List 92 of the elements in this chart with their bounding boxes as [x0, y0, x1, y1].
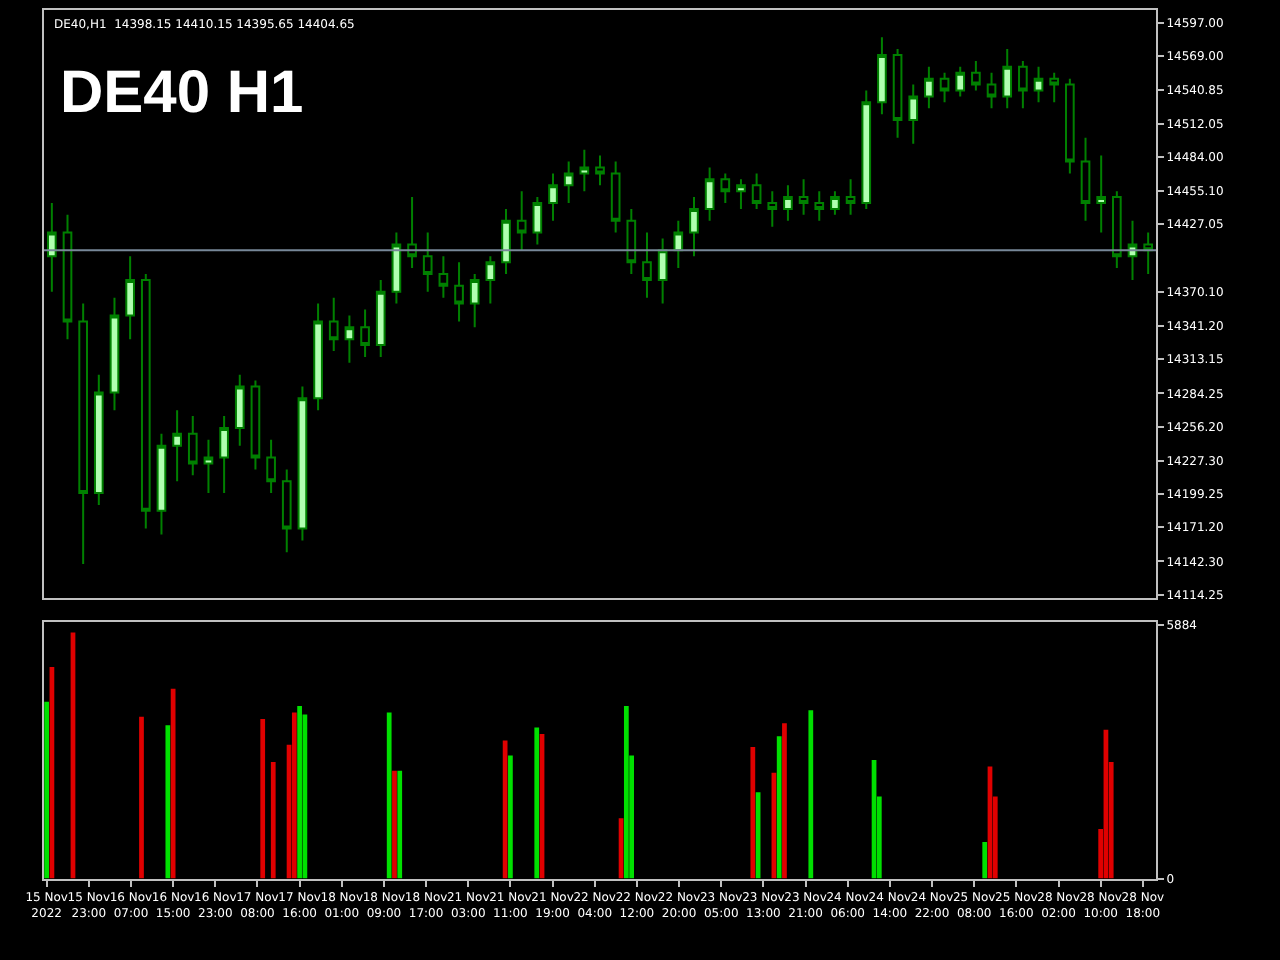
candlestick [93, 373, 104, 506]
candlestick [845, 178, 856, 216]
candlestick [908, 83, 919, 145]
candlestick [642, 231, 652, 299]
candlestick [924, 65, 934, 110]
candlestick [971, 59, 981, 92]
candlestick [78, 302, 88, 566]
candlestick [783, 184, 793, 222]
candlestick [281, 468, 292, 554]
bar [392, 770, 397, 879]
candlestick [1080, 136, 1091, 222]
bar [982, 841, 988, 879]
candlestick [375, 278, 386, 358]
candlestick [595, 154, 605, 187]
candlestick [438, 255, 449, 299]
bar [260, 718, 266, 879]
bar [397, 770, 403, 879]
candlestick [1002, 48, 1013, 110]
candlestick [673, 219, 684, 270]
candlestick [563, 160, 574, 204]
candlestick [751, 172, 762, 210]
candlestick [579, 148, 590, 193]
candlestick [485, 255, 496, 305]
candlestick [986, 71, 997, 110]
candlestick [187, 415, 198, 477]
candlestick [830, 190, 840, 216]
candlestick [892, 48, 903, 139]
bar [291, 712, 297, 879]
candlestick [798, 178, 809, 216]
candlestick [328, 296, 339, 352]
candlestick [454, 261, 464, 323]
candlestick [360, 308, 370, 358]
candlestick [266, 438, 276, 495]
candlestick [297, 385, 308, 542]
bar [776, 736, 782, 879]
candlestick [516, 190, 527, 252]
candlestick [47, 201, 57, 293]
candlestick [704, 166, 715, 222]
candlestick [250, 379, 261, 471]
candlestick [610, 160, 621, 234]
candlestick [736, 178, 746, 210]
bar [270, 762, 276, 879]
candlestick [955, 65, 966, 98]
bar [170, 688, 176, 879]
candlestick [689, 196, 699, 258]
candlestick [1112, 190, 1122, 270]
candlestick [313, 302, 323, 412]
candlestick [532, 196, 543, 246]
candlestick [140, 273, 151, 530]
candlestick [548, 172, 558, 222]
bar [139, 716, 144, 879]
bar [165, 725, 171, 879]
candlestick [657, 237, 668, 305]
candlestick [407, 196, 417, 270]
bar [508, 755, 513, 879]
candlestick [391, 231, 402, 305]
candlestick [109, 296, 120, 412]
bar [750, 746, 756, 879]
candlestick [156, 432, 167, 536]
bar [623, 705, 629, 879]
candlestick [234, 373, 245, 447]
bar [782, 723, 787, 879]
bar [44, 701, 49, 879]
candlestick [877, 36, 887, 116]
candlestick [172, 409, 182, 483]
candlestick [219, 415, 229, 495]
bar [297, 705, 302, 879]
candlestick [1096, 154, 1107, 234]
candlestick [469, 273, 480, 329]
candlestick [720, 172, 731, 204]
candlestick [861, 89, 872, 210]
bar [386, 712, 392, 879]
candlestick [422, 231, 433, 293]
candlestick [125, 255, 135, 341]
bar [808, 710, 814, 879]
bar [502, 740, 508, 879]
candlestick [501, 207, 511, 276]
candlestick [767, 190, 778, 228]
candlestick [1033, 65, 1044, 104]
candlestick [62, 213, 73, 341]
candlestick [1127, 219, 1138, 281]
candlestick [626, 207, 637, 276]
candlestick [1049, 71, 1060, 104]
candlestick [1065, 77, 1075, 175]
candlestick [939, 71, 950, 104]
candlestick [1018, 59, 1028, 110]
candlestick [814, 190, 825, 222]
bar [534, 727, 540, 879]
text: DE40 H1 [60, 60, 304, 126]
candlestick [203, 438, 214, 495]
candlestick [1143, 231, 1153, 276]
candlestick [344, 314, 355, 364]
